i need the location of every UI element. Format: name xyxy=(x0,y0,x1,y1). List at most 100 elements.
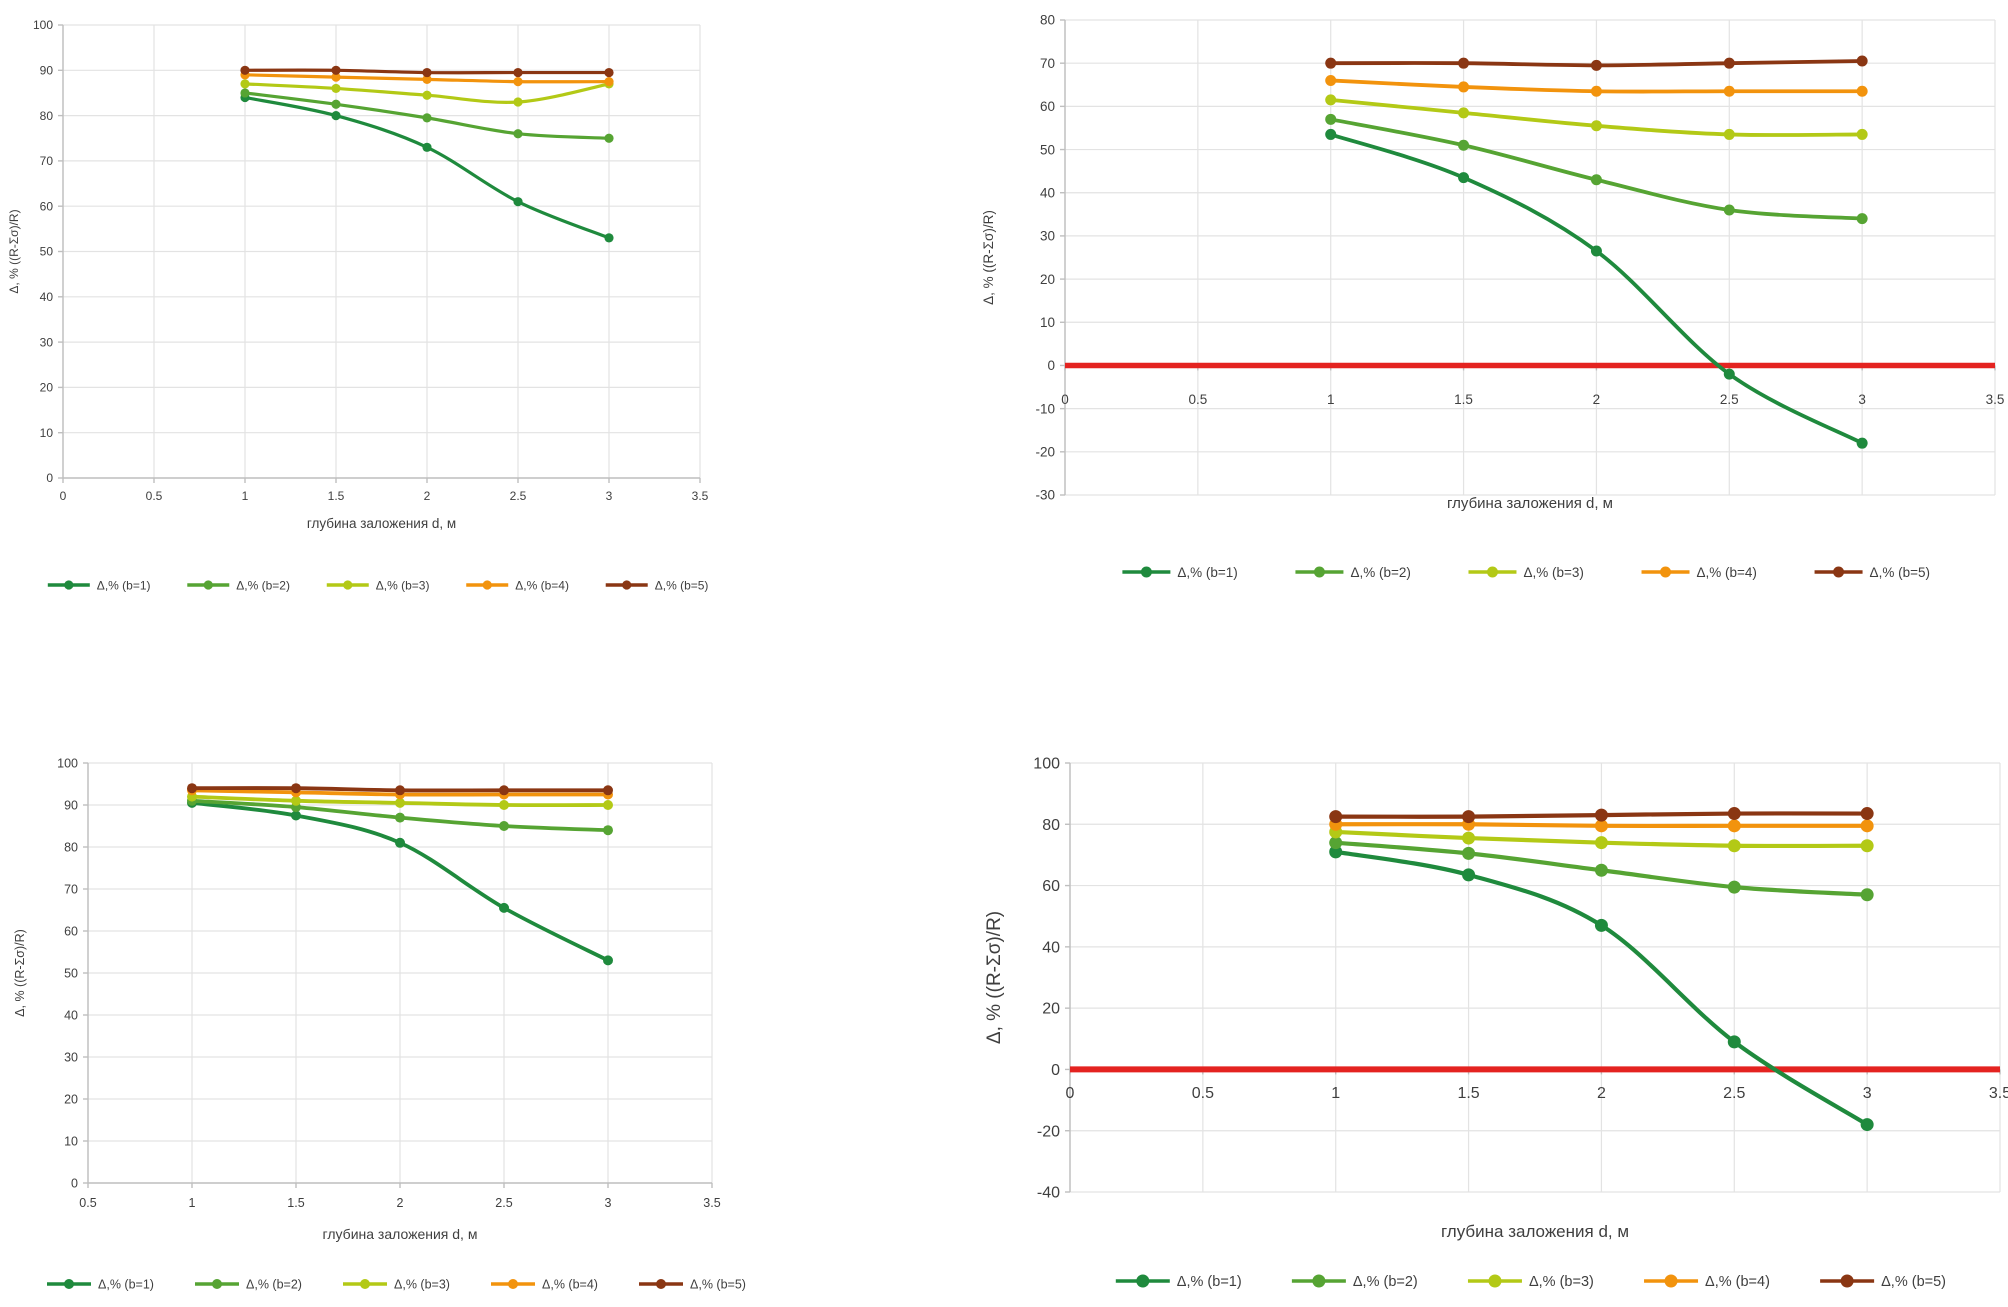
legend-marker xyxy=(482,580,492,590)
data-marker-b5 xyxy=(1325,57,1337,69)
legend-item-b2: Δ,% (b=2) xyxy=(1295,565,1411,580)
y-tick-label: 70 xyxy=(64,882,78,896)
y-axis-title: Δ, % ((R-Σσ)/R) xyxy=(981,210,996,305)
data-marker-b1 xyxy=(499,902,509,913)
chart-panel-bottom-left: 0 10 20 30 40 50 60 70 80 90 100 0.5 1 1.5 2 2.5 3 3.5 Δ, … xyxy=(0,735,790,1307)
data-marker-b3 xyxy=(1723,128,1735,140)
legend: Δ,% (b=1) Δ,% (b=2) Δ,% (b=3) Δ,% (b=4) Δ,% … xyxy=(1122,565,1930,580)
data-marker-b1 xyxy=(1723,368,1735,380)
legend-marker xyxy=(1660,566,1672,578)
legend-label: Δ,% (b=2) xyxy=(1353,1274,1418,1290)
data-marker-b3 xyxy=(331,83,341,94)
legend-marker xyxy=(1833,566,1845,578)
legend-item-b2: Δ,% (b=2) xyxy=(195,1278,302,1292)
legend-marker xyxy=(360,1279,370,1289)
y-tick-label: 10 xyxy=(40,426,54,440)
x-axis-title: глубина заложения d, м xyxy=(323,1226,478,1242)
legend-marker xyxy=(1136,1274,1150,1288)
y-tick-label: 100 xyxy=(57,756,78,770)
legend-marker xyxy=(622,580,632,590)
y-tick-label: 20 xyxy=(64,1092,78,1106)
data-marker-b3 xyxy=(291,795,301,806)
data-marker-b5 xyxy=(1594,808,1608,822)
data-marker-b2 xyxy=(1590,174,1602,186)
y-tick-label: -20 xyxy=(1037,1123,1060,1140)
x-tick-label: 1.5 xyxy=(287,1196,304,1210)
x-tick-label: 3.5 xyxy=(703,1196,720,1210)
y-tick-label: 100 xyxy=(1033,756,1060,773)
x-tick-label: 0 xyxy=(60,489,67,503)
data-marker-b2 xyxy=(603,825,613,836)
x-tick-label: 1 xyxy=(1331,1085,1340,1102)
x-tick-label: 2.5 xyxy=(495,1196,512,1210)
legend-item-b5: Δ,% (b=5) xyxy=(1820,1274,1946,1290)
legend-label: Δ,% (b=3) xyxy=(1529,1274,1594,1290)
legend-item-b4: Δ,% (b=4) xyxy=(1641,565,1757,580)
legend-label: Δ,% (b=4) xyxy=(542,1278,598,1292)
data-marker-b2 xyxy=(331,99,341,109)
x-axis-title: глубина заложения d, м xyxy=(307,516,456,531)
x-tick-label: 0 xyxy=(1061,392,1069,407)
legend-label: Δ,% (b=5) xyxy=(1870,565,1930,580)
data-marker-b3 xyxy=(240,79,250,89)
x-tick-label: 1 xyxy=(242,489,249,503)
y-tick-label: 50 xyxy=(64,966,78,980)
legend-marker xyxy=(1140,566,1152,578)
y-tick-label: 40 xyxy=(64,1008,78,1022)
data-marker-b2 xyxy=(1594,863,1608,877)
legend-item-b2: Δ,% (b=2) xyxy=(1291,1274,1418,1290)
data-marker-b5 xyxy=(1723,57,1735,69)
legend-item-b1: Δ,% (b=1) xyxy=(1115,1274,1242,1290)
x-tick-label: 2 xyxy=(397,1196,404,1210)
legend-item-b5: Δ,% (b=5) xyxy=(605,578,708,592)
data-marker-b4 xyxy=(604,77,614,87)
data-marker-b2 xyxy=(513,129,523,139)
data-marker-b5 xyxy=(1329,810,1343,824)
legend-item-b2: Δ,% (b=2) xyxy=(187,578,290,592)
data-marker-b2 xyxy=(1856,213,1868,225)
legend-label: Δ,% (b=3) xyxy=(394,1278,450,1292)
y-tick-label: 0 xyxy=(1047,358,1055,373)
legend-marker xyxy=(203,580,213,590)
data-marker-b5 xyxy=(187,783,197,794)
y-tick-label: 20 xyxy=(1042,1001,1060,1018)
legend-label: Δ,% (b=1) xyxy=(1177,565,1237,580)
data-marker-b5 xyxy=(1856,55,1868,67)
legend-label: Δ,% (b=3) xyxy=(1523,565,1583,580)
legend-item-b4: Δ,% (b=4) xyxy=(491,1278,598,1292)
data-marker-b1 xyxy=(604,233,614,243)
data-marker-b1 xyxy=(1329,845,1343,859)
x-tick-label: 1 xyxy=(1327,392,1335,407)
y-tick-label: 60 xyxy=(1040,99,1055,114)
y-tick-label: -40 xyxy=(1037,1185,1060,1202)
data-marker-b4 xyxy=(1723,85,1735,97)
line-chart: 0 10 20 30 40 50 60 70 80 90 100 0.5 1 1.5 2 2.5 3 3.5 Δ, … xyxy=(13,756,746,1292)
data-marker-b2 xyxy=(499,821,509,831)
legend-label: Δ,% (b=5) xyxy=(690,1278,746,1292)
data-marker-b4 xyxy=(1856,85,1868,97)
data-marker-b5 xyxy=(240,65,250,75)
legend-marker xyxy=(656,1279,666,1289)
data-marker-b2 xyxy=(1462,846,1476,860)
data-marker-b5 xyxy=(395,785,405,796)
x-tick-label: 3 xyxy=(605,1196,612,1210)
data-marker-b2 xyxy=(422,113,432,123)
gridlines xyxy=(87,762,713,1184)
y-tick-label: 30 xyxy=(64,1050,78,1064)
y-tick-label: 90 xyxy=(64,798,78,812)
legend-label: Δ,% (b=4) xyxy=(515,578,569,592)
data-marker-b3 xyxy=(1462,831,1476,845)
legend-item-b5: Δ,% (b=5) xyxy=(1814,565,1930,580)
data-marker-b4 xyxy=(1325,74,1337,86)
x-tick-label: 3.5 xyxy=(692,489,709,503)
legend-label: Δ,% (b=2) xyxy=(246,1278,302,1292)
legend-item-b1: Δ,% (b=1) xyxy=(47,578,151,592)
y-tick-label: 70 xyxy=(1040,56,1055,71)
legend-item-b3: Δ,% (b=3) xyxy=(326,578,429,592)
data-marker-b1 xyxy=(603,955,613,966)
x-tick-label: 2.5 xyxy=(510,489,527,503)
x-axis-title: глубина заложения d, м xyxy=(1447,495,1613,512)
data-marker-b3 xyxy=(513,97,523,107)
x-tick-label: 1.5 xyxy=(328,489,345,503)
